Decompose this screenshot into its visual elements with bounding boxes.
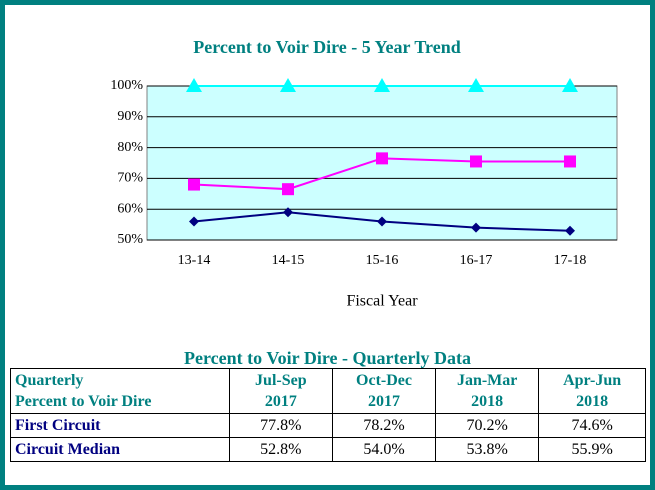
data-cell: 53.8% [435, 437, 540, 462]
header-line: Percent to Voir Dire [15, 393, 152, 410]
data-cell: 52.8% [228, 437, 333, 462]
data-row: Circuit Median 52.8% 54.0% 53.8% 55.9% [10, 437, 646, 462]
marker [282, 183, 294, 196]
y-tick-label: 80% [117, 140, 143, 155]
marker [468, 78, 484, 92]
y-tick-label: 100% [110, 78, 143, 93]
marker [471, 222, 481, 233]
data-cell: 78.2% [331, 413, 437, 438]
marker [376, 152, 388, 165]
chart-title: Percent to Voir Dire - 5 Year Trend [193, 37, 460, 57]
header-line: 2017 [368, 393, 400, 410]
marker [565, 225, 575, 236]
y-tick-label: 60% [117, 201, 143, 216]
marker [374, 78, 390, 92]
x-axis-label: Fiscal Year [346, 293, 418, 310]
data-cell: 77.8% [228, 413, 333, 438]
data-cell: 70.2% [435, 413, 540, 438]
x-tick-label: 17-18 [554, 253, 587, 268]
header-line: Jul-Sep [255, 372, 307, 389]
header-line: Quarterly [15, 372, 84, 389]
header-line: Jan-Mar [456, 372, 518, 389]
x-tick-label: 14-15 [272, 253, 305, 268]
table-title: Percent to Voir Dire - Quarterly Data [184, 348, 471, 368]
data-table: Quarterly Percent to Voir Dire Jul-Sep 2017… [10, 368, 646, 462]
header-cell: Apr-Jun 2018 [538, 368, 646, 414]
marker [562, 78, 578, 92]
x-tick-label: 13-14 [178, 253, 211, 268]
header-cell: Oct-Dec 2017 [331, 368, 437, 414]
x-tick-label: 15-16 [366, 253, 399, 268]
marker [189, 216, 199, 227]
header-row: Quarterly Percent to Voir Dire Jul-Sep 2017… [10, 368, 646, 414]
y-tick-label: 70% [117, 171, 143, 186]
marker [377, 216, 387, 227]
header-line: 2018 [576, 393, 609, 410]
data-row: First Circuit 77.8% 78.2% 70.2% 74.6% [10, 413, 646, 438]
data-cell: 74.6% [538, 413, 646, 438]
data-cell: Circuit Median [10, 437, 230, 462]
header-cell: Quarterly Percent to Voir Dire [10, 368, 230, 414]
marker [186, 78, 202, 92]
marker [564, 155, 576, 168]
header-cell: Jan-Mar 2018 [435, 368, 540, 414]
marker [283, 207, 293, 218]
y-tick-label: 90% [117, 109, 143, 124]
marker [280, 78, 296, 92]
header-line: 2017 [264, 393, 297, 410]
data-cell: 55.9% [538, 437, 646, 462]
header-line: 2018 [471, 393, 504, 410]
marker [188, 178, 200, 191]
header-line: Oct-Dec [356, 372, 412, 389]
x-tick-label: 16-17 [460, 253, 493, 268]
data-cell: 54.0% [331, 437, 437, 462]
data-cell: First Circuit [10, 413, 230, 438]
header-line: Apr-Jun [563, 372, 622, 389]
header-cell: Jul-Sep 2017 [228, 368, 333, 414]
y-tick-label: 50% [117, 232, 143, 247]
marker [470, 155, 482, 168]
chart: Percent to Voir Dire - 5 Year Trend Fisc… [110, 37, 618, 310]
